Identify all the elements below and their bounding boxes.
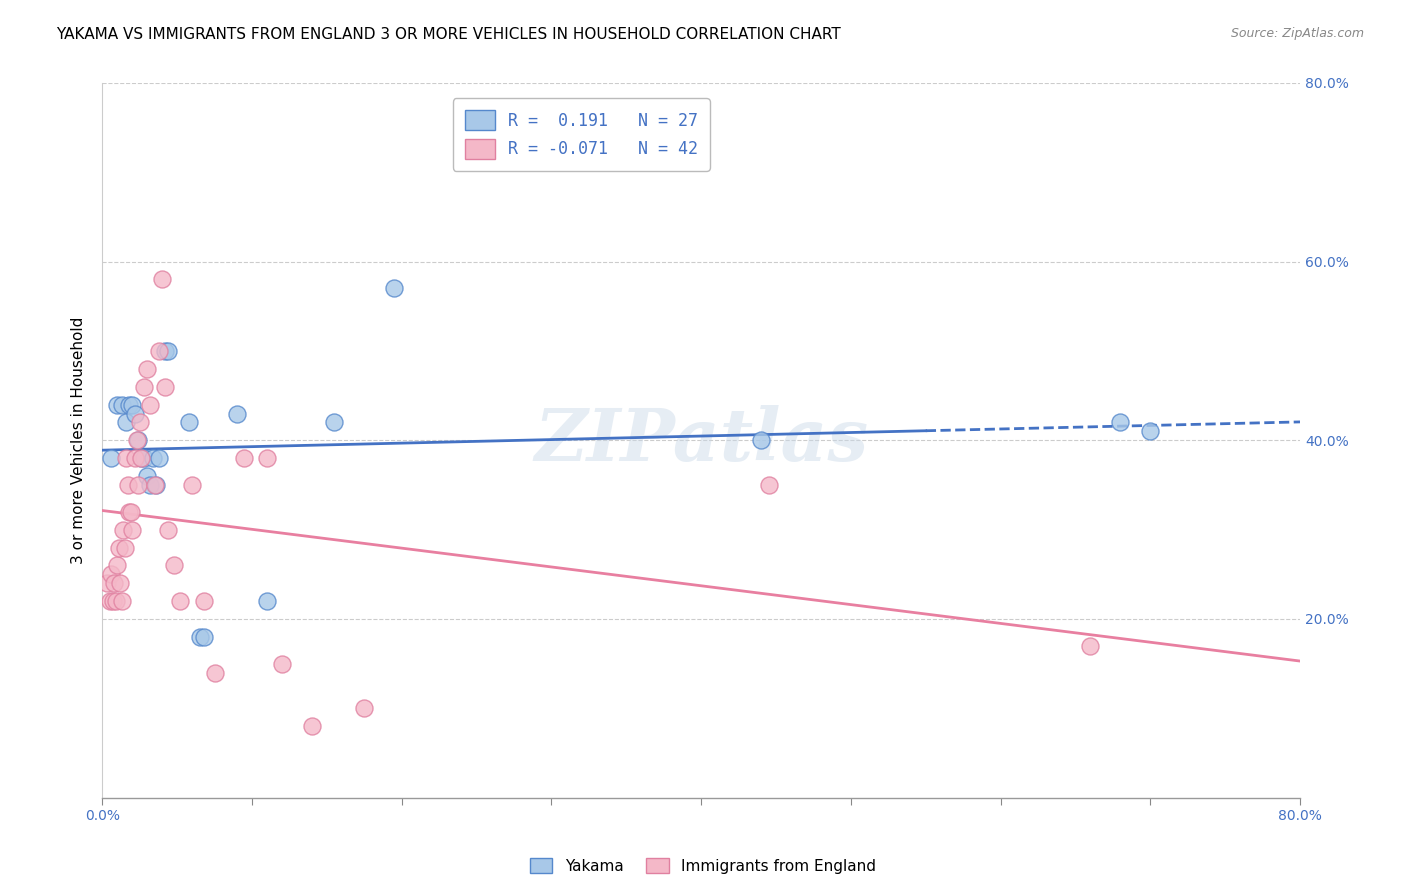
Point xyxy=(105,398,128,412)
Point xyxy=(148,451,170,466)
Text: YAKAMA VS IMMIGRANTS FROM ENGLAND 3 OR MORE VEHICLES IN HOUSEHOLD CORRELATION CH: YAKAMA VS IMMIGRANTS FROM ENGLAND 3 OR M… xyxy=(56,27,841,42)
Point xyxy=(169,594,191,608)
Point xyxy=(115,451,138,466)
Point xyxy=(301,719,323,733)
Point xyxy=(112,523,135,537)
Point xyxy=(148,343,170,358)
Point xyxy=(118,505,141,519)
Point xyxy=(117,478,139,492)
Point xyxy=(1109,416,1132,430)
Point xyxy=(96,576,118,591)
Point xyxy=(181,478,204,492)
Point xyxy=(125,434,148,448)
Point xyxy=(193,630,215,644)
Point xyxy=(134,451,156,466)
Point xyxy=(153,343,176,358)
Point xyxy=(157,343,180,358)
Point xyxy=(127,434,149,448)
Point xyxy=(104,594,127,608)
Point xyxy=(103,576,125,591)
Point xyxy=(127,478,149,492)
Point xyxy=(382,281,405,295)
Point xyxy=(204,665,226,680)
Point xyxy=(98,594,121,608)
Point xyxy=(177,416,200,430)
Point xyxy=(153,380,176,394)
Point xyxy=(233,451,256,466)
Point xyxy=(101,594,124,608)
Point xyxy=(193,594,215,608)
Point xyxy=(111,398,134,412)
Point xyxy=(100,451,122,466)
Point xyxy=(188,630,211,644)
Point xyxy=(107,541,129,555)
Point xyxy=(136,469,159,483)
Point xyxy=(1080,639,1102,653)
Point xyxy=(139,398,162,412)
Point xyxy=(128,416,150,430)
Point xyxy=(120,505,142,519)
Point xyxy=(121,398,143,412)
Point xyxy=(129,451,152,466)
Point xyxy=(108,576,131,591)
Text: Source: ZipAtlas.com: Source: ZipAtlas.com xyxy=(1230,27,1364,40)
Point xyxy=(353,701,375,715)
Point xyxy=(758,478,780,492)
Point xyxy=(150,272,173,286)
Point xyxy=(226,407,249,421)
Point xyxy=(1139,425,1161,439)
Text: ZIPatlas: ZIPatlas xyxy=(534,405,869,475)
Point xyxy=(124,407,146,421)
Point xyxy=(145,478,167,492)
Point xyxy=(270,657,292,671)
Point xyxy=(134,380,156,394)
Point xyxy=(105,558,128,573)
Point xyxy=(124,451,146,466)
Point xyxy=(129,451,152,466)
Point xyxy=(118,398,141,412)
Point xyxy=(111,594,134,608)
Y-axis label: 3 or more Vehicles in Household: 3 or more Vehicles in Household xyxy=(72,317,86,564)
Point xyxy=(256,451,278,466)
Point xyxy=(139,478,162,492)
Point xyxy=(115,416,138,430)
Point xyxy=(143,478,166,492)
Point xyxy=(142,451,165,466)
Point xyxy=(100,567,122,582)
Point xyxy=(256,594,278,608)
Point xyxy=(157,523,180,537)
Point xyxy=(749,434,772,448)
Point xyxy=(121,523,143,537)
Point xyxy=(114,541,136,555)
Point xyxy=(136,361,159,376)
Legend: R =  0.191   N = 27, R = -0.071   N = 42: R = 0.191 N = 27, R = -0.071 N = 42 xyxy=(453,98,710,170)
Point xyxy=(163,558,186,573)
Legend: Yakama, Immigrants from England: Yakama, Immigrants from England xyxy=(523,852,883,880)
Point xyxy=(323,416,346,430)
